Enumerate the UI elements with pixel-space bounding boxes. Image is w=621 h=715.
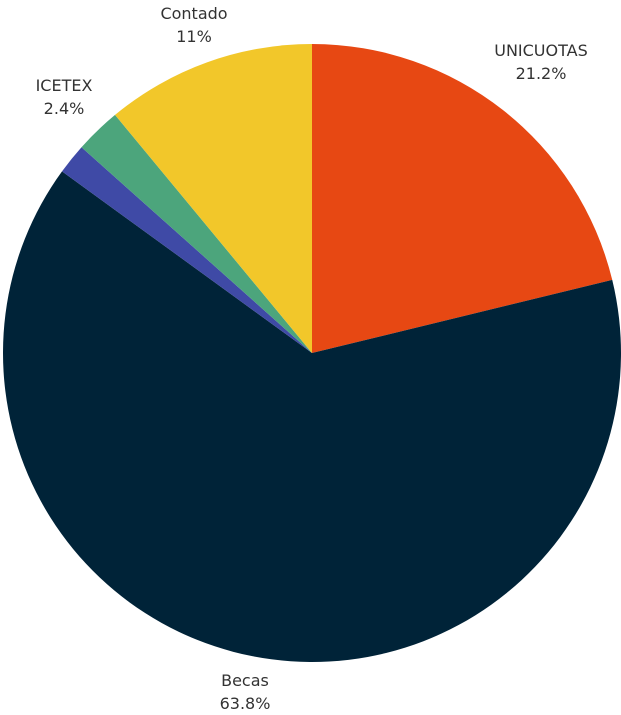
pie-slice-unlabeled-2 xyxy=(62,147,312,353)
pie-slice-becas-1 xyxy=(3,171,621,663)
label-unicuotas-name: UNICUOTAS xyxy=(494,41,588,60)
pie-slices xyxy=(3,44,621,663)
label-becas-name: Becas xyxy=(221,671,269,690)
pie-labels: UNICUOTAS 21.2% Becas 63.8% ICETEX 2.4% … xyxy=(36,4,588,713)
label-contado-name: Contado xyxy=(160,4,227,23)
pie-slice-icetex-3 xyxy=(81,114,313,353)
label-unicuotas-value: 21.2% xyxy=(516,64,567,83)
label-becas-value: 63.8% xyxy=(220,694,271,713)
pie-slice-unicuotas-0 xyxy=(312,44,613,353)
label-contado-value: 11% xyxy=(176,27,212,46)
label-icetex-name: ICETEX xyxy=(36,76,93,95)
pie-slice-contado-4 xyxy=(115,44,313,353)
label-icetex-value: 2.4% xyxy=(44,99,85,118)
